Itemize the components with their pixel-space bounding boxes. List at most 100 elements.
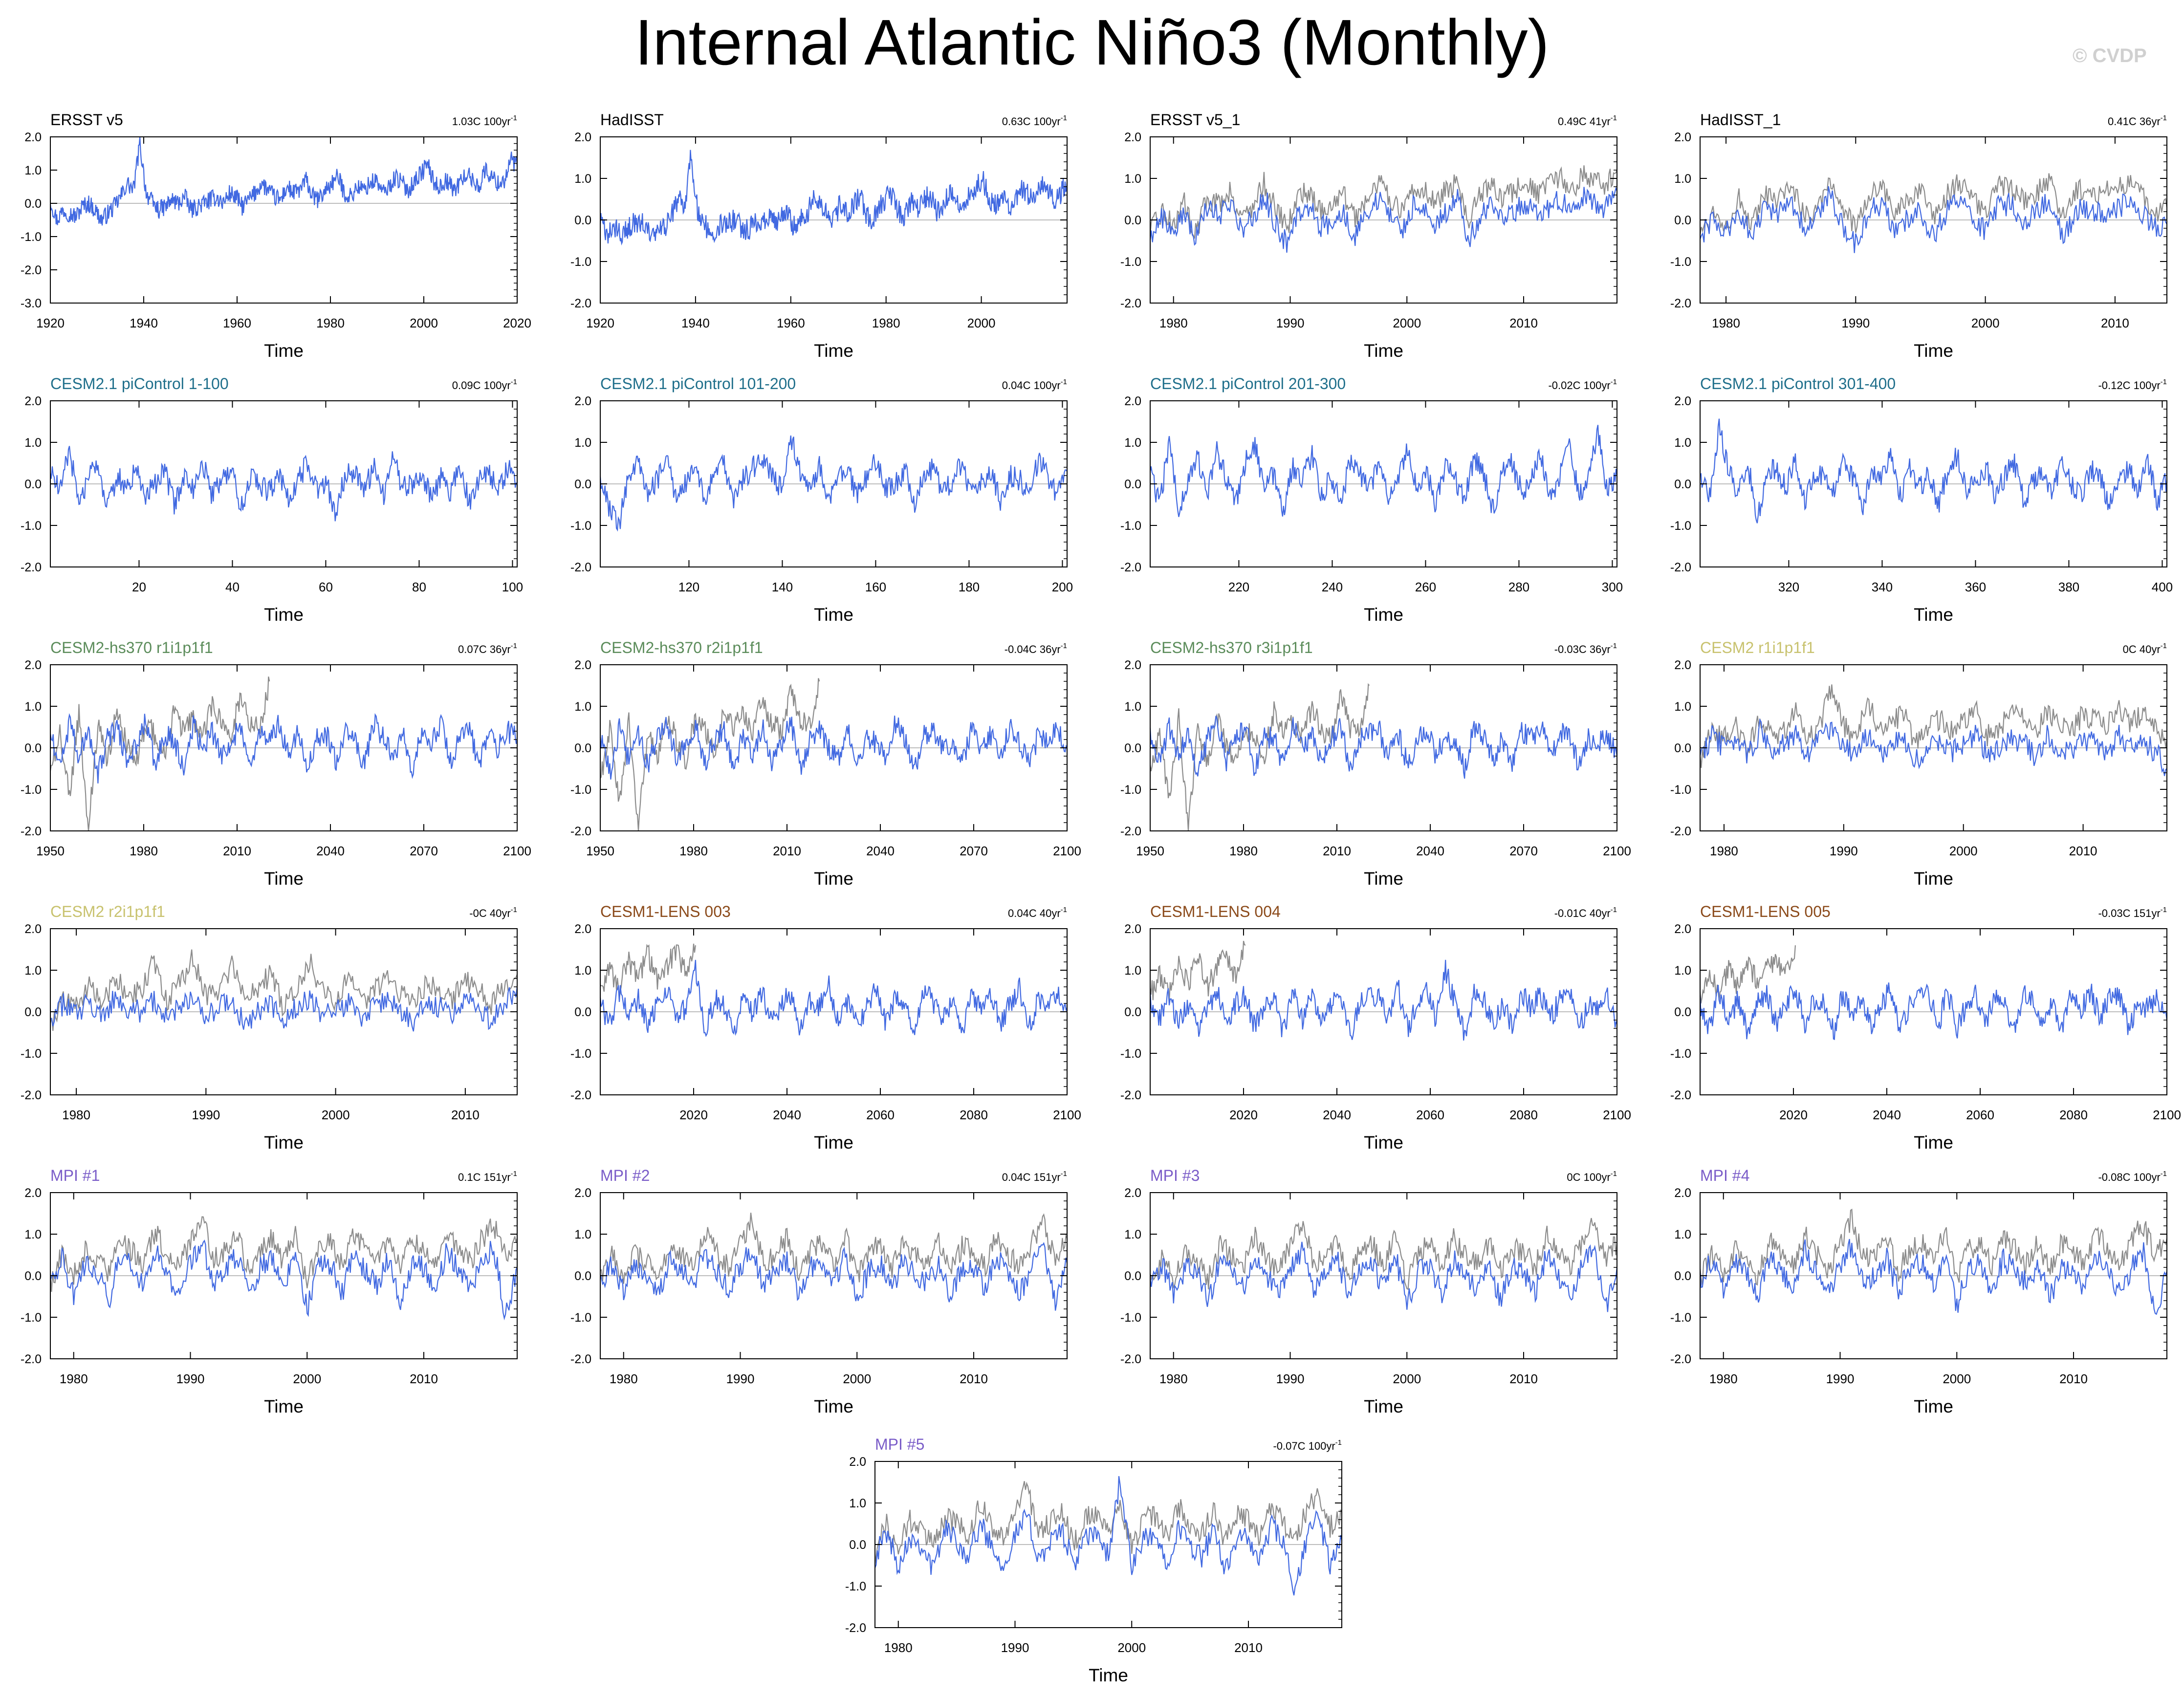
x-axis-label: Time xyxy=(264,341,304,361)
series-line-obs xyxy=(1149,1218,1618,1290)
trend-label: 0.1C 151yr-1 xyxy=(458,1170,517,1183)
y-tick-label: 0.0 xyxy=(1124,478,1141,491)
x-tick-label: 2010 xyxy=(223,844,251,858)
x-tick-label: 1950 xyxy=(586,844,614,858)
series-line-obs xyxy=(1149,165,1618,239)
x-tick-label: 2000 xyxy=(1393,1371,1421,1386)
y-tick-label: -1.0 xyxy=(570,519,591,533)
x-tick-label: 2100 xyxy=(2153,1108,2181,1122)
y-tick-label: -2.0 xyxy=(1120,1352,1141,1366)
y-tick-label: 2.0 xyxy=(1124,131,1141,144)
y-tick-label: -2.0 xyxy=(1120,561,1141,574)
panel-11: CESM2-hs370 r3i1p1f1 -0.03C 36yr-1 -2.0 -1.… xyxy=(1120,639,1631,889)
x-tick-label: 2010 xyxy=(451,1108,480,1122)
series-line-model xyxy=(1149,959,1618,1041)
x-tick-label: 2000 xyxy=(1117,1640,1146,1655)
x-axis-label: Time xyxy=(1914,1396,1953,1416)
x-tick-label: 2100 xyxy=(1053,1108,1081,1122)
x-tick-label: 2000 xyxy=(293,1371,321,1386)
x-tick-label: 1940 xyxy=(130,316,158,330)
panel-title: CESM1-LENS 003 xyxy=(600,903,731,920)
series-line-obs xyxy=(874,1481,1342,1564)
y-tick-label: -2.0 xyxy=(570,561,591,574)
panel-17: MPI #1 0.1C 151yr-1 -2.0 -1.0 0.0 1.0 2.0 1980 1… xyxy=(21,1167,518,1416)
y-tick-label: 1.0 xyxy=(1674,1228,1691,1241)
panel-title: MPI #3 xyxy=(1150,1167,1200,1184)
y-tick-label: -1.0 xyxy=(570,1311,591,1325)
y-tick-label: 2.0 xyxy=(24,658,42,672)
panel-title: CESM2-hs370 r1i1p1f1 xyxy=(50,639,213,656)
x-tick-label: 2060 xyxy=(1966,1108,1994,1122)
y-tick-label: -1.0 xyxy=(21,1047,42,1061)
y-tick-label: -1.0 xyxy=(21,1311,42,1325)
y-tick-label: -2.0 xyxy=(21,561,42,574)
y-tick-label: -1.0 xyxy=(1120,1311,1141,1325)
y-tick-label: 2.0 xyxy=(1674,394,1691,408)
y-tick-label: 2.0 xyxy=(574,922,591,936)
x-tick-label: 2000 xyxy=(322,1108,350,1122)
panel-2: HadISST 0.63C 100yr-1 -2.0 -1.0 0.0 1.0 2.0 192… xyxy=(570,111,1068,361)
panel-1: ERSST v5 1.03C 100yr-1 -3.0 -2.0 -1.0 0.0 1.0 2… xyxy=(21,111,531,361)
y-tick-label: 0.0 xyxy=(1124,741,1141,755)
y-tick-label: 0.0 xyxy=(1124,1269,1141,1283)
y-tick-label: 2.0 xyxy=(574,1186,591,1200)
y-tick-label: -1.0 xyxy=(1670,783,1691,797)
x-tick-label: 100 xyxy=(502,580,523,594)
x-axis-label: Time xyxy=(814,605,853,625)
x-tick-label: 1980 xyxy=(679,844,708,858)
x-tick-label: 1990 xyxy=(1001,1640,1029,1655)
trend-label: 0.41C 36yr-1 xyxy=(2108,114,2167,128)
panel-13: CESM2 r2i1p1f1 -0C 40yr-1 -2.0 -1.0 0.0 1.0 2.… xyxy=(21,903,518,1153)
y-tick-label: -2.0 xyxy=(570,1088,591,1102)
series-line-model xyxy=(1149,425,1618,517)
panel-18: MPI #2 0.04C 151yr-1 -2.0 -1.0 0.0 1.0 2.0 1980… xyxy=(570,1167,1068,1416)
trend-label: 0.04C 40yr-1 xyxy=(1008,906,1067,919)
y-tick-label: 0.0 xyxy=(574,741,591,755)
panel-3: ERSST v5_1 0.49C 41yr-1 -2.0 -1.0 0.0 1.0 2.0 1… xyxy=(1120,111,1618,361)
y-tick-label: -1.0 xyxy=(570,255,591,269)
series-line-model xyxy=(1699,718,2167,776)
series-line-model xyxy=(599,716,1068,780)
y-tick-label: 1.0 xyxy=(1674,172,1691,186)
y-tick-label: 2.0 xyxy=(1674,1186,1691,1200)
x-tick-label: 280 xyxy=(1508,580,1529,594)
x-axis-label: Time xyxy=(264,1132,304,1153)
y-tick-label: 0.0 xyxy=(1674,478,1691,491)
y-tick-label: -1.0 xyxy=(1120,1047,1141,1061)
x-axis-label: Time xyxy=(1364,1396,1403,1416)
y-tick-label: 1.0 xyxy=(24,164,42,177)
x-axis-label: Time xyxy=(1914,341,1953,361)
x-tick-label: 2070 xyxy=(1509,844,1538,858)
x-tick-label: 2010 xyxy=(2101,316,2129,330)
x-tick-label: 180 xyxy=(959,580,980,594)
y-tick-label: 2.0 xyxy=(1674,131,1691,144)
y-tick-label: -1.0 xyxy=(1120,519,1141,533)
y-tick-label: 1.0 xyxy=(574,172,591,186)
x-tick-label: 1980 xyxy=(610,1371,638,1386)
x-tick-label: 2060 xyxy=(1416,1108,1444,1122)
series-line-model xyxy=(1149,1241,1618,1312)
x-tick-label: 2040 xyxy=(1416,844,1444,858)
y-tick-label: -1.0 xyxy=(1670,1311,1691,1325)
panel-10: CESM2-hs370 r2i1p1f1 -0.04C 36yr-1 -2.0 -1.… xyxy=(570,639,1081,889)
panel-title: MPI #5 xyxy=(875,1436,924,1453)
x-tick-label: 260 xyxy=(1415,580,1436,594)
x-axis-label: Time xyxy=(1364,1132,1403,1153)
y-tick-label: 2.0 xyxy=(849,1455,866,1469)
x-tick-label: 1990 xyxy=(192,1108,220,1122)
panel-4: HadISST_1 0.41C 36yr-1 -2.0 -1.0 0.0 1.0 2.0 19… xyxy=(1670,111,2168,361)
y-tick-label: 1.0 xyxy=(1674,436,1691,450)
x-tick-label: 1980 xyxy=(62,1108,90,1122)
y-tick-label: -1.0 xyxy=(570,783,591,797)
y-tick-label: 1.0 xyxy=(574,964,591,978)
page-title: Internal Atlantic Niño3 (Monthly) xyxy=(634,6,1550,78)
y-tick-label: 0.0 xyxy=(1124,1005,1141,1019)
x-tick-label: 2040 xyxy=(773,1108,801,1122)
y-tick-label: 2.0 xyxy=(1124,658,1141,672)
series-line-model xyxy=(599,435,1068,532)
x-tick-label: 1980 xyxy=(884,1640,913,1655)
y-tick-label: 1.0 xyxy=(1124,964,1141,978)
x-tick-label: 1980 xyxy=(130,844,158,858)
panel-title: CESM2.1 piControl 301-400 xyxy=(1700,375,1896,392)
panel-20: MPI #4 -0.08C 100yr-1 -2.0 -1.0 0.0 1.0 2.0 198… xyxy=(1670,1167,2168,1416)
